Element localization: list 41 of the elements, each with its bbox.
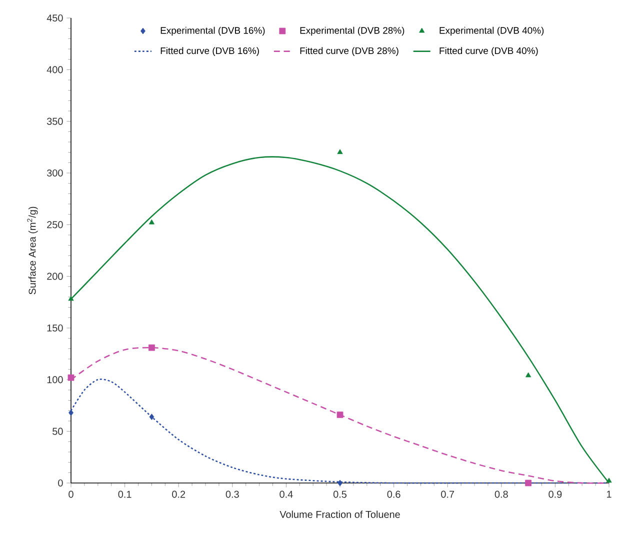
y-tick-label: 350 [46,118,63,125]
legend-label: Fitted curve (DVB 28%) [300,47,398,56]
point [148,344,155,351]
x-tick-label: 0.5 [333,490,347,498]
y-tick-label: 50 [52,428,63,435]
y-tick-label: 450 [46,14,63,22]
y-tick-label: 400 [46,66,63,74]
x-tick-label: 0.8 [494,490,508,498]
legend-label: Experimental (DVB 40%) [440,26,544,36]
y-tick-label: 300 [46,169,63,177]
y-tick-label: 100 [47,376,63,384]
x-tick-label: 0.2 [172,490,186,498]
point [336,412,344,418]
point [337,149,343,154]
x-tick-label: 0 [68,490,74,498]
legend-label: Fitted curve (DVB 16%) [160,47,259,56]
point [525,480,532,486]
legend-label: Fitted curve (DVB 40%) [440,47,538,56]
x-axis-title: Volume Fraction of Toluene [280,510,400,518]
x-tick-label: 1 [607,490,612,498]
legend-label: Experimental (DVB 16%) [160,26,265,36]
legend-label: Experimental (DVB 28%) [300,26,404,36]
x-tick-label: 0.7 [441,490,454,498]
y-tick-label: 200 [47,272,63,280]
x-tick-label: 0.3 [226,490,239,498]
y-tick-label: 0 [58,479,63,487]
y-axis-title: Surface Area (m$^{2}$/g) [27,206,38,294]
point [149,414,154,420]
y-tick-label: 150 [47,324,63,332]
x-tick-label: 0.9 [548,490,562,498]
point [148,219,154,224]
x-tick-label: 0.6 [387,490,400,498]
point [68,410,74,416]
x-tick-label: 0.4 [280,490,293,498]
point [338,480,342,486]
point [68,374,74,381]
point [606,478,612,483]
point [526,372,532,378]
y-tick-label: 250 [47,221,63,228]
x-tick-label: 0.1 [118,490,132,498]
point [68,296,74,301]
